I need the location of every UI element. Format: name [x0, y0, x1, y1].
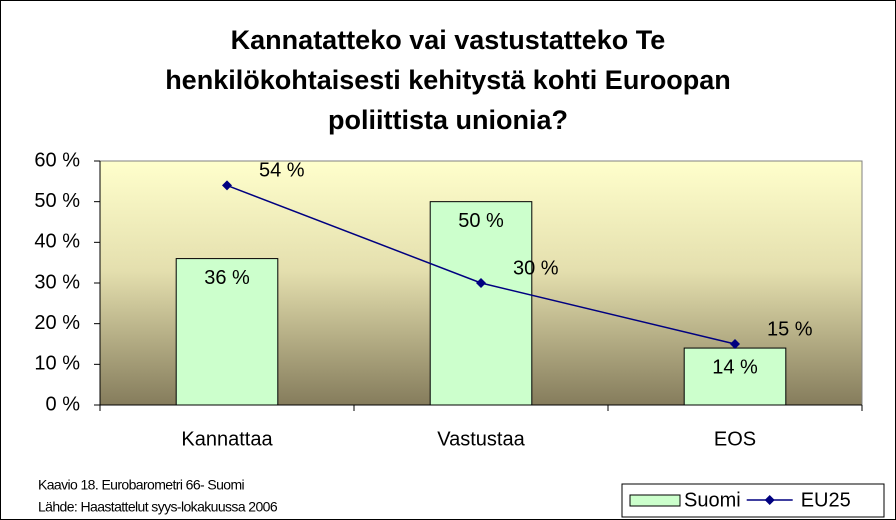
data-label: 54 %: [259, 160, 305, 182]
bar: [175, 258, 279, 406]
data-label: 15 %: [767, 318, 813, 340]
marker: [222, 180, 232, 191]
legend-marker: [764, 495, 775, 505]
bar: [683, 347, 787, 406]
y-tick-label: 10 %: [34, 353, 80, 375]
data-label: 36 %: [204, 267, 250, 289]
y-tick-label: 60 %: [34, 149, 80, 171]
y-tick-label: 0 %: [46, 393, 81, 415]
data-label: 50 %: [458, 210, 504, 232]
data-label: 14 %: [712, 356, 758, 378]
legend-label: Suomi: [684, 489, 741, 511]
x-tick-label: Vastustaa: [437, 428, 525, 450]
legend-swatch: [629, 494, 681, 507]
note: Lähde: Haastattelut syys-lokakuussa 2006: [38, 499, 278, 515]
x-tick-label: Kannattaa: [181, 428, 273, 450]
x-tick-label: EOS: [714, 428, 756, 450]
marker: [730, 339, 740, 349]
y-tick-label: 30 %: [34, 271, 80, 293]
data-label: 30 %: [513, 257, 559, 279]
bar: [429, 201, 533, 406]
note: Kaavio 18. Eurobarometri 66- Suomi: [38, 477, 245, 493]
y-tick-label: 40 %: [34, 231, 80, 253]
y-tick-label: 20 %: [34, 312, 80, 334]
legend-label: EU25: [801, 489, 851, 511]
chart-title: Kannatatteko vai vastustatteko Te henkil…: [165, 25, 731, 135]
y-tick-label: 50 %: [34, 190, 80, 212]
marker: [476, 278, 486, 288]
